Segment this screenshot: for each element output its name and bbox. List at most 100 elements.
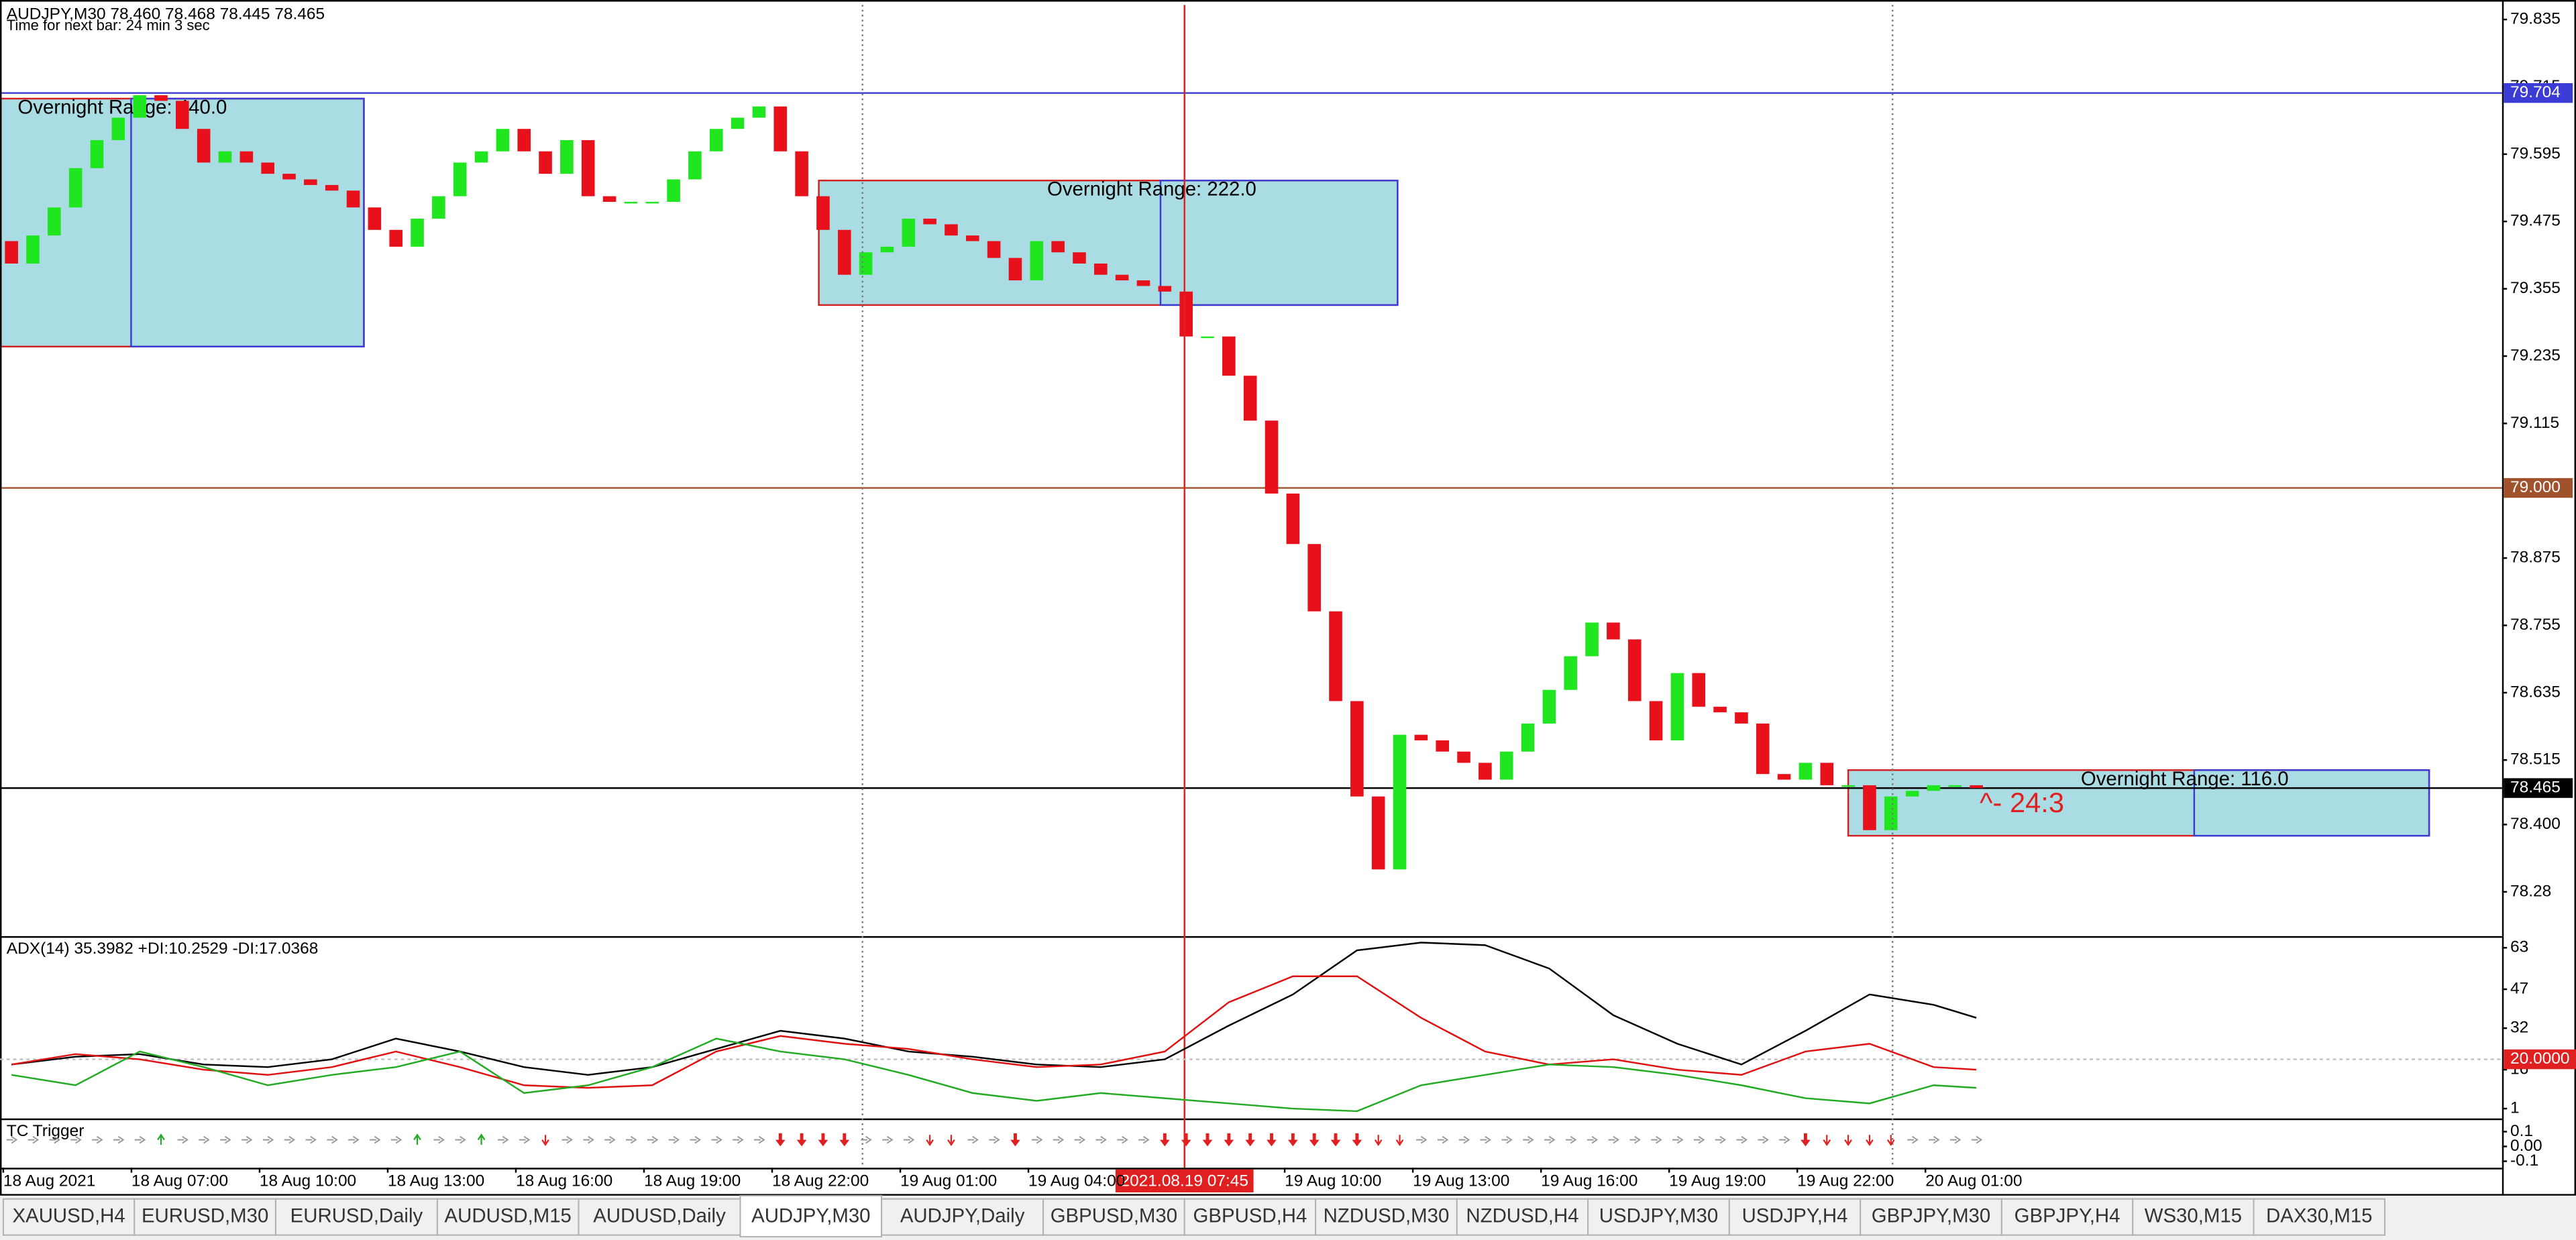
candle-body <box>1436 740 1449 752</box>
tab[interactable] <box>1728 1198 1862 1236</box>
tab[interactable] <box>1315 1198 1458 1236</box>
y-tick-label: 78.400 <box>2510 815 2561 833</box>
tab-label[interactable]: GBPJPY,M30 <box>1872 1204 1990 1227</box>
tab[interactable] <box>1860 1198 2002 1236</box>
candle-body <box>1607 622 1620 640</box>
signal-arrow <box>711 1135 722 1144</box>
candle-body <box>1649 701 1663 740</box>
candle-body <box>752 106 766 118</box>
signal-arrow <box>1886 1135 1895 1146</box>
signal-arrow <box>1138 1135 1150 1144</box>
candle-body <box>154 95 168 101</box>
y-tick-label: 78.875 <box>2510 549 2561 567</box>
adx-line <box>11 1037 1977 1113</box>
tab[interactable] <box>133 1198 276 1236</box>
candle-body <box>645 201 659 204</box>
candle-body <box>1692 673 1706 707</box>
candle-body <box>1051 241 1065 253</box>
signal-arrow <box>477 1133 486 1145</box>
range-label: Overnight Range: 440.0 <box>17 97 227 119</box>
signal-arrow <box>903 1135 915 1144</box>
tab-label[interactable]: USDJPY,H4 <box>1742 1204 1848 1227</box>
tab[interactable] <box>881 1198 1044 1236</box>
signal-arrow <box>882 1135 894 1144</box>
tab[interactable] <box>2253 1198 2385 1236</box>
candle-body <box>325 184 339 191</box>
signal-arrow <box>626 1135 637 1144</box>
tab[interactable] <box>1456 1198 1589 1236</box>
signal-arrow <box>1181 1133 1191 1147</box>
candle-body <box>1713 706 1727 713</box>
signal-arrow <box>284 1135 296 1144</box>
candle-body <box>1307 544 1321 612</box>
range-box-split <box>130 97 365 347</box>
tab-label[interactable]: GBPUSD,H4 <box>1193 1204 1307 1227</box>
level-tag <box>2504 82 2573 103</box>
range-box-split <box>1159 179 1399 306</box>
candle-body <box>111 117 125 140</box>
signal-arrow <box>1844 1135 1852 1146</box>
candle-body <box>1094 263 1108 275</box>
candle-body <box>368 207 382 230</box>
tab-label[interactable]: EURUSD,Daily <box>290 1204 423 1227</box>
candle-body <box>902 219 916 247</box>
candle-body <box>453 162 467 196</box>
candle-body <box>517 129 531 152</box>
candle-body <box>1841 785 1855 787</box>
tab-label[interactable]: AUDUSD,Daily <box>593 1204 726 1227</box>
tab-label[interactable]: AUDUSD,M15 <box>445 1204 572 1227</box>
candle-body <box>432 196 445 219</box>
tab[interactable] <box>436 1198 580 1236</box>
range-box <box>818 179 1399 306</box>
signal-arrow <box>1330 1133 1341 1147</box>
candle-body <box>859 252 873 275</box>
tab-label[interactable]: EURUSD,M30 <box>142 1204 268 1227</box>
tab-label[interactable]: WS30,M15 <box>2145 1204 2242 1227</box>
tab-label[interactable]: DAX30,M15 <box>2266 1204 2372 1227</box>
signal-arrow <box>1608 1135 1620 1144</box>
tab[interactable] <box>2000 1198 2134 1236</box>
candle-body <box>731 117 745 129</box>
x-tick-label: 19 Aug 19:00 <box>1669 1172 1766 1190</box>
candle-body <box>602 196 616 202</box>
x-tick-label: 19 Aug 13:00 <box>1413 1172 1509 1190</box>
signal-arrow <box>177 1135 189 1144</box>
signal-arrow <box>1480 1135 1491 1144</box>
signal-arrow <box>1929 1135 1940 1144</box>
tab-label[interactable]: GBPUSD,M30 <box>1051 1204 1177 1227</box>
candle-body <box>816 196 830 230</box>
candle-body <box>304 179 317 185</box>
tab-label[interactable]: USDJPY,M30 <box>1599 1204 1718 1227</box>
candle-body <box>176 101 189 129</box>
signal-arrow <box>1736 1135 1748 1144</box>
candle-body <box>1627 639 1642 701</box>
candle-body <box>239 151 254 163</box>
tab-label[interactable]: GBPJPY,H4 <box>2015 1204 2121 1227</box>
tab-label[interactable]: AUDJPY,M30 <box>751 1204 870 1227</box>
tab-label[interactable]: AUDJPY,Daily <box>900 1204 1025 1227</box>
tab-label[interactable]: NZDUSD,M30 <box>1324 1204 1450 1227</box>
signal-arrow <box>561 1135 574 1144</box>
tab[interactable] <box>274 1198 438 1236</box>
signal-arrow <box>690 1135 702 1144</box>
candle-body <box>1970 785 1983 789</box>
candle-body <box>624 201 638 204</box>
candle-body <box>197 129 211 163</box>
signal-arrow <box>1823 1135 1831 1146</box>
signal-arrow <box>947 1135 955 1146</box>
tab-label[interactable]: XAUUSD,H4 <box>13 1204 125 1227</box>
signal-arrow <box>1715 1135 1727 1144</box>
signal-arrow <box>134 1135 146 1144</box>
tab[interactable] <box>2 1198 136 1236</box>
level-tag <box>2504 778 2573 798</box>
x-tick-label: 18 Aug 07:00 <box>131 1172 228 1190</box>
y-tick-label: 79.235 <box>2510 346 2561 364</box>
range-box <box>0 97 365 347</box>
range-box-split <box>2193 769 2430 837</box>
tab[interactable] <box>578 1198 741 1236</box>
signal-arrow <box>861 1135 872 1144</box>
tab[interactable] <box>1042 1198 1185 1236</box>
tab-label[interactable]: NZDUSD,H4 <box>1466 1204 1578 1227</box>
y-tick-label: 79.475 <box>2510 212 2561 230</box>
